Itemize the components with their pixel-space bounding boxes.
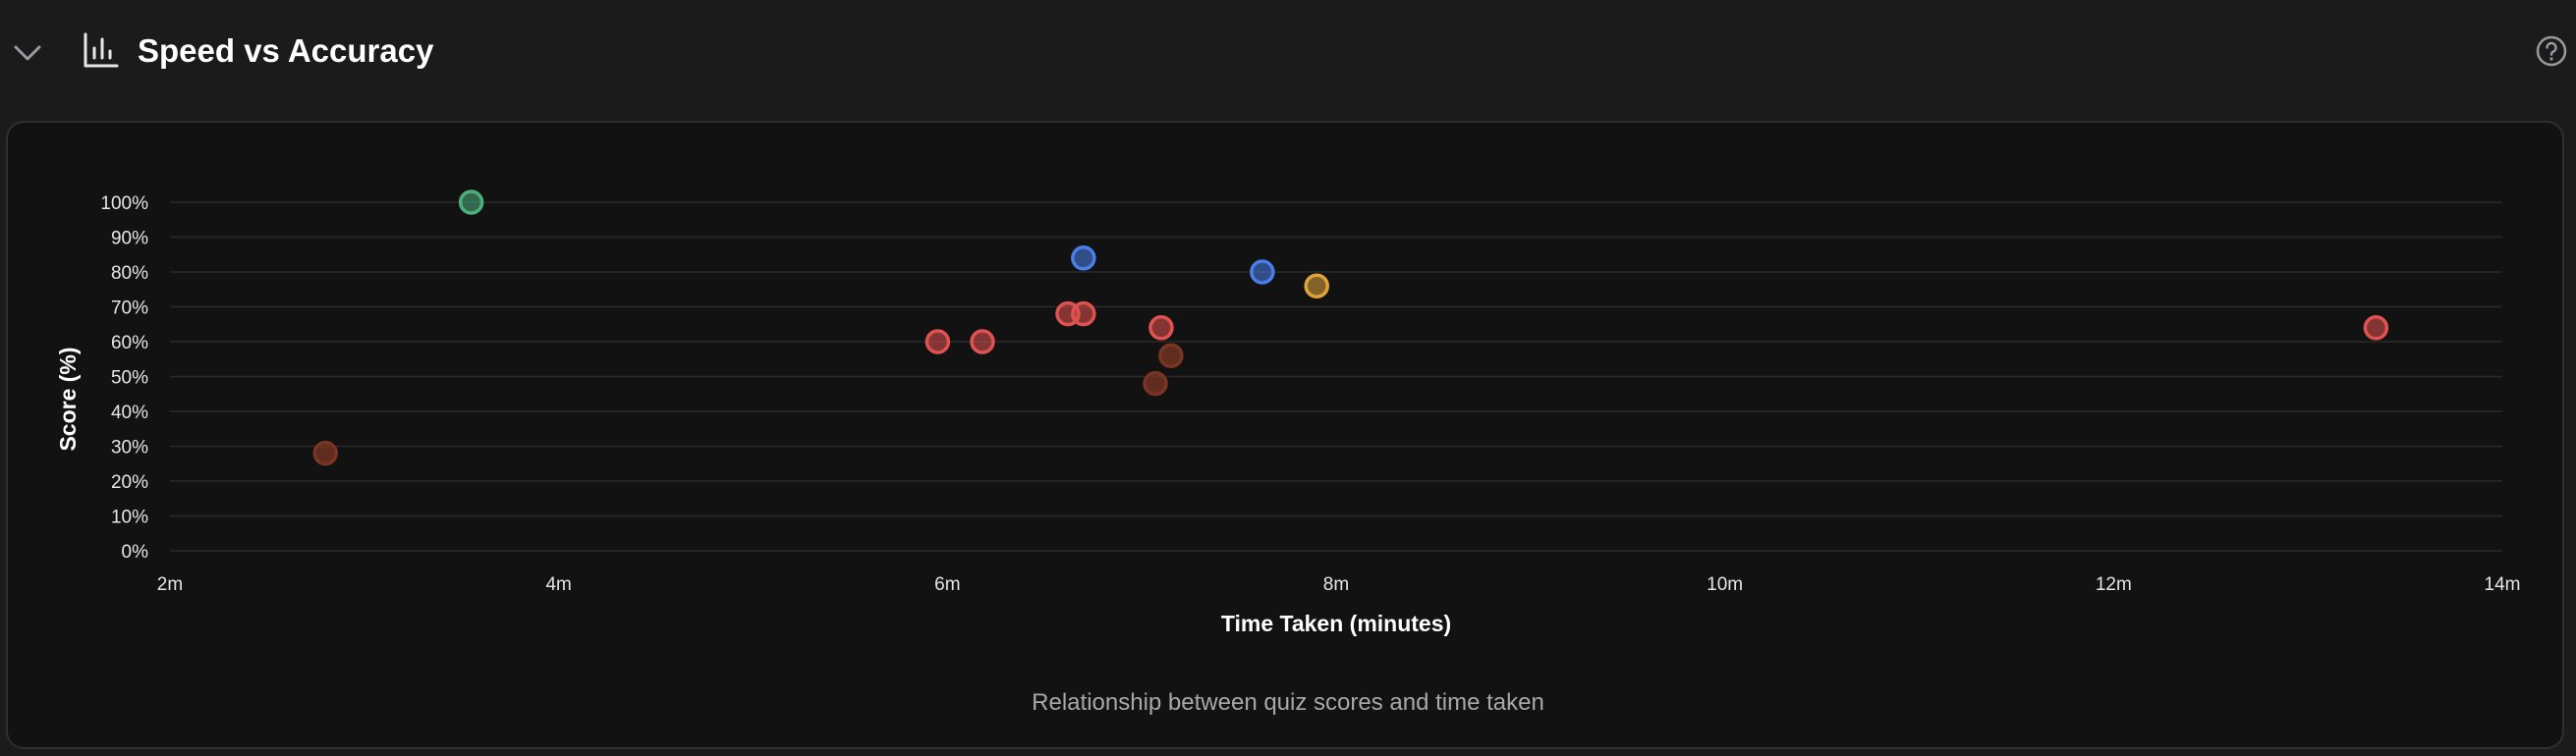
scatter-point	[2363, 315, 2389, 341]
y-tick-label: 60%	[111, 333, 148, 353]
chevron-down-icon[interactable]	[10, 35, 45, 71]
scatter-point	[1158, 343, 1184, 368]
y-axis-label: Score (%)	[55, 347, 81, 451]
scatter-point	[1148, 315, 1174, 341]
x-tick-label: 14m	[2485, 574, 2521, 595]
x-tick-label: 10m	[1707, 574, 1743, 595]
scatter-point	[1071, 300, 1096, 327]
section-header: Speed vs Accuracy	[0, 0, 2576, 102]
x-axis-label: Time Taken (minutes)	[1221, 611, 1451, 636]
x-tick-label: 12m	[2096, 574, 2132, 595]
bar-chart-icon	[84, 32, 119, 68]
y-tick-label: 70%	[111, 298, 148, 319]
scatter-point	[1250, 259, 1275, 285]
scatter-point	[458, 189, 484, 215]
chart-card	[6, 121, 2564, 749]
y-tick-label: 90%	[111, 229, 148, 249]
x-tick-label: 8m	[1323, 574, 1349, 595]
scatter-point	[1143, 370, 1168, 397]
scatter-point	[312, 440, 339, 466]
y-tick-label: 100%	[100, 193, 148, 214]
scatter-point	[924, 329, 951, 354]
y-tick-label: 40%	[111, 403, 148, 423]
chart-caption: Relationship between quiz scores and tim…	[1032, 689, 1544, 716]
y-tick-label: 80%	[111, 263, 148, 284]
scatter-point	[1304, 273, 1329, 298]
x-tick-label: 4m	[545, 574, 571, 595]
y-tick-label: 0%	[122, 542, 149, 563]
scatter-point	[1071, 245, 1096, 271]
page-title: Speed vs Accuracy	[138, 32, 434, 69]
y-tick-label: 10%	[111, 508, 148, 528]
scatter-point	[970, 329, 995, 354]
y-tick-label: 50%	[111, 368, 148, 389]
x-tick-label: 6m	[934, 574, 960, 595]
x-tick-label: 2m	[157, 574, 183, 595]
y-tick-label: 30%	[111, 438, 148, 459]
y-tick-label: 20%	[111, 472, 148, 493]
help-circle-icon[interactable]	[2535, 34, 2568, 68]
